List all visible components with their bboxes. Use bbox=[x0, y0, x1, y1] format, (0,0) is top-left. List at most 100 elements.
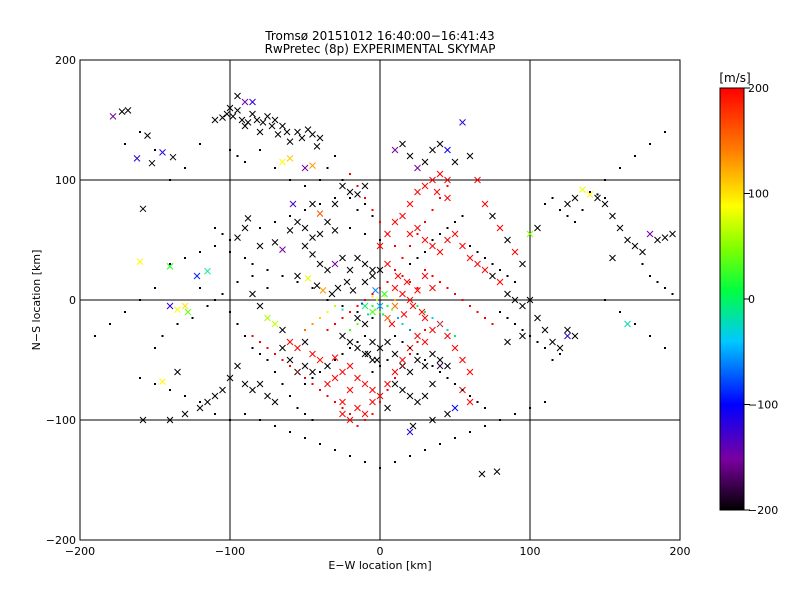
echo-dot-marker bbox=[139, 299, 141, 301]
echo-dot-marker bbox=[604, 299, 606, 301]
echo-dot-marker bbox=[454, 335, 456, 337]
echo-dot-marker bbox=[371, 413, 374, 415]
echo-dot-marker bbox=[371, 305, 374, 307]
echo-dot-marker bbox=[424, 221, 426, 223]
echo-cross-marker bbox=[376, 392, 384, 400]
echo-cross-marker bbox=[624, 236, 631, 244]
echo-dot-marker bbox=[379, 239, 381, 241]
echo-cross-marker bbox=[391, 146, 399, 154]
echo-cross-marker bbox=[339, 254, 346, 262]
echo-cross-marker bbox=[406, 368, 414, 376]
echo-dot-marker bbox=[664, 287, 666, 289]
echo-cross-marker bbox=[478, 470, 486, 478]
echo-dot-marker bbox=[382, 313, 384, 316]
echo-dot-marker bbox=[184, 257, 186, 259]
echo-dot-marker bbox=[491, 263, 494, 265]
echo-dot-marker bbox=[199, 287, 201, 289]
echo-cross-marker bbox=[346, 416, 354, 424]
echo-cross-marker bbox=[429, 242, 436, 250]
echo-dot-marker bbox=[619, 167, 621, 169]
echo-dot-marker bbox=[296, 371, 299, 373]
echo-cross-marker bbox=[436, 140, 444, 148]
echo-cross-marker bbox=[609, 254, 616, 262]
echo-cross-marker bbox=[244, 215, 252, 222]
echo-dot-marker bbox=[446, 185, 449, 187]
echo-dot-marker bbox=[326, 311, 329, 313]
echo-cross-marker bbox=[571, 332, 579, 340]
echo-cross-marker bbox=[361, 260, 369, 268]
echo-cross-marker bbox=[579, 186, 586, 193]
echo-dot-marker bbox=[634, 323, 636, 325]
echo-dot-marker bbox=[469, 305, 471, 307]
echo-dot-marker bbox=[326, 167, 329, 169]
echo-cross-marker bbox=[451, 404, 459, 412]
echo-cross-marker bbox=[309, 200, 316, 208]
echo-cross-marker bbox=[283, 128, 291, 136]
echo-cross-marker bbox=[301, 224, 309, 232]
echo-cross-marker bbox=[451, 344, 459, 352]
echo-dot-marker bbox=[374, 308, 377, 311]
echo-dot-marker bbox=[476, 401, 479, 403]
echo-cross-marker bbox=[364, 350, 372, 358]
echo-cross-marker bbox=[421, 272, 429, 280]
echo-cross-marker bbox=[339, 332, 346, 340]
echo-cross-marker bbox=[406, 152, 414, 160]
echo-dot-marker bbox=[461, 299, 464, 301]
echo-dot-marker bbox=[259, 419, 261, 421]
echo-cross-marker bbox=[369, 266, 376, 274]
x-axis-ticks: −200 −100 0 100 200 bbox=[65, 60, 691, 558]
echo-dot-marker bbox=[169, 179, 171, 181]
echo-dot-marker bbox=[199, 143, 201, 145]
echo-dot-marker bbox=[461, 389, 464, 391]
echo-cross-marker bbox=[669, 230, 676, 238]
echo-cross-marker bbox=[429, 284, 436, 292]
echo-cross-marker bbox=[118, 108, 126, 115]
echo-dot-marker bbox=[551, 359, 554, 361]
echo-dot-marker bbox=[649, 335, 651, 337]
echo-cross-marker bbox=[324, 266, 331, 274]
colorbar-tick-label: 0 bbox=[748, 293, 755, 306]
echo-cross-marker bbox=[264, 392, 271, 400]
echo-dot-marker bbox=[484, 425, 486, 427]
echo-dot-marker bbox=[476, 311, 479, 313]
echo-dot-marker bbox=[371, 209, 374, 211]
echo-cross-marker bbox=[406, 200, 414, 208]
echo-cross-marker bbox=[406, 230, 414, 238]
x-tick-label: 0 bbox=[377, 545, 384, 558]
echo-dot-marker bbox=[169, 263, 171, 265]
echo-cross-marker bbox=[369, 398, 376, 406]
echo-dot-marker bbox=[281, 275, 284, 277]
echo-dot-marker bbox=[319, 179, 321, 181]
echo-dot-marker bbox=[154, 287, 156, 289]
echo-dot-marker bbox=[394, 245, 396, 247]
echo-cross-marker bbox=[166, 416, 174, 424]
x-tick-label: −100 bbox=[215, 545, 245, 558]
echo-cross-marker bbox=[511, 248, 519, 256]
echo-cross-marker bbox=[391, 284, 399, 292]
echo-dot-marker bbox=[379, 365, 381, 367]
echo-cross-marker bbox=[444, 146, 451, 154]
echo-cross-marker bbox=[646, 230, 654, 238]
echo-dot-marker bbox=[259, 353, 261, 355]
echo-cross-marker bbox=[279, 246, 286, 253]
echo-cross-marker bbox=[294, 272, 301, 280]
echo-cross-marker bbox=[624, 320, 631, 328]
echo-dot-marker bbox=[214, 245, 216, 247]
echo-cross-marker bbox=[124, 107, 132, 114]
echo-cross-marker bbox=[436, 248, 444, 256]
echo-dot-marker bbox=[326, 395, 329, 397]
echo-cross-marker bbox=[289, 200, 297, 208]
echo-dot-marker bbox=[401, 257, 404, 259]
echo-dot-marker bbox=[244, 257, 246, 259]
echo-dot-marker bbox=[251, 335, 254, 337]
echo-cross-marker bbox=[286, 227, 294, 234]
echo-dot-marker bbox=[514, 323, 516, 325]
echo-dot-marker bbox=[499, 269, 501, 271]
echo-dot-marker bbox=[304, 377, 306, 379]
echo-cross-marker bbox=[421, 338, 429, 346]
echo-cross-marker bbox=[223, 110, 231, 118]
echo-dot-marker bbox=[334, 323, 336, 325]
echo-cross-marker bbox=[279, 158, 286, 166]
echo-dot-marker bbox=[386, 305, 389, 307]
echo-cross-marker bbox=[429, 176, 436, 184]
